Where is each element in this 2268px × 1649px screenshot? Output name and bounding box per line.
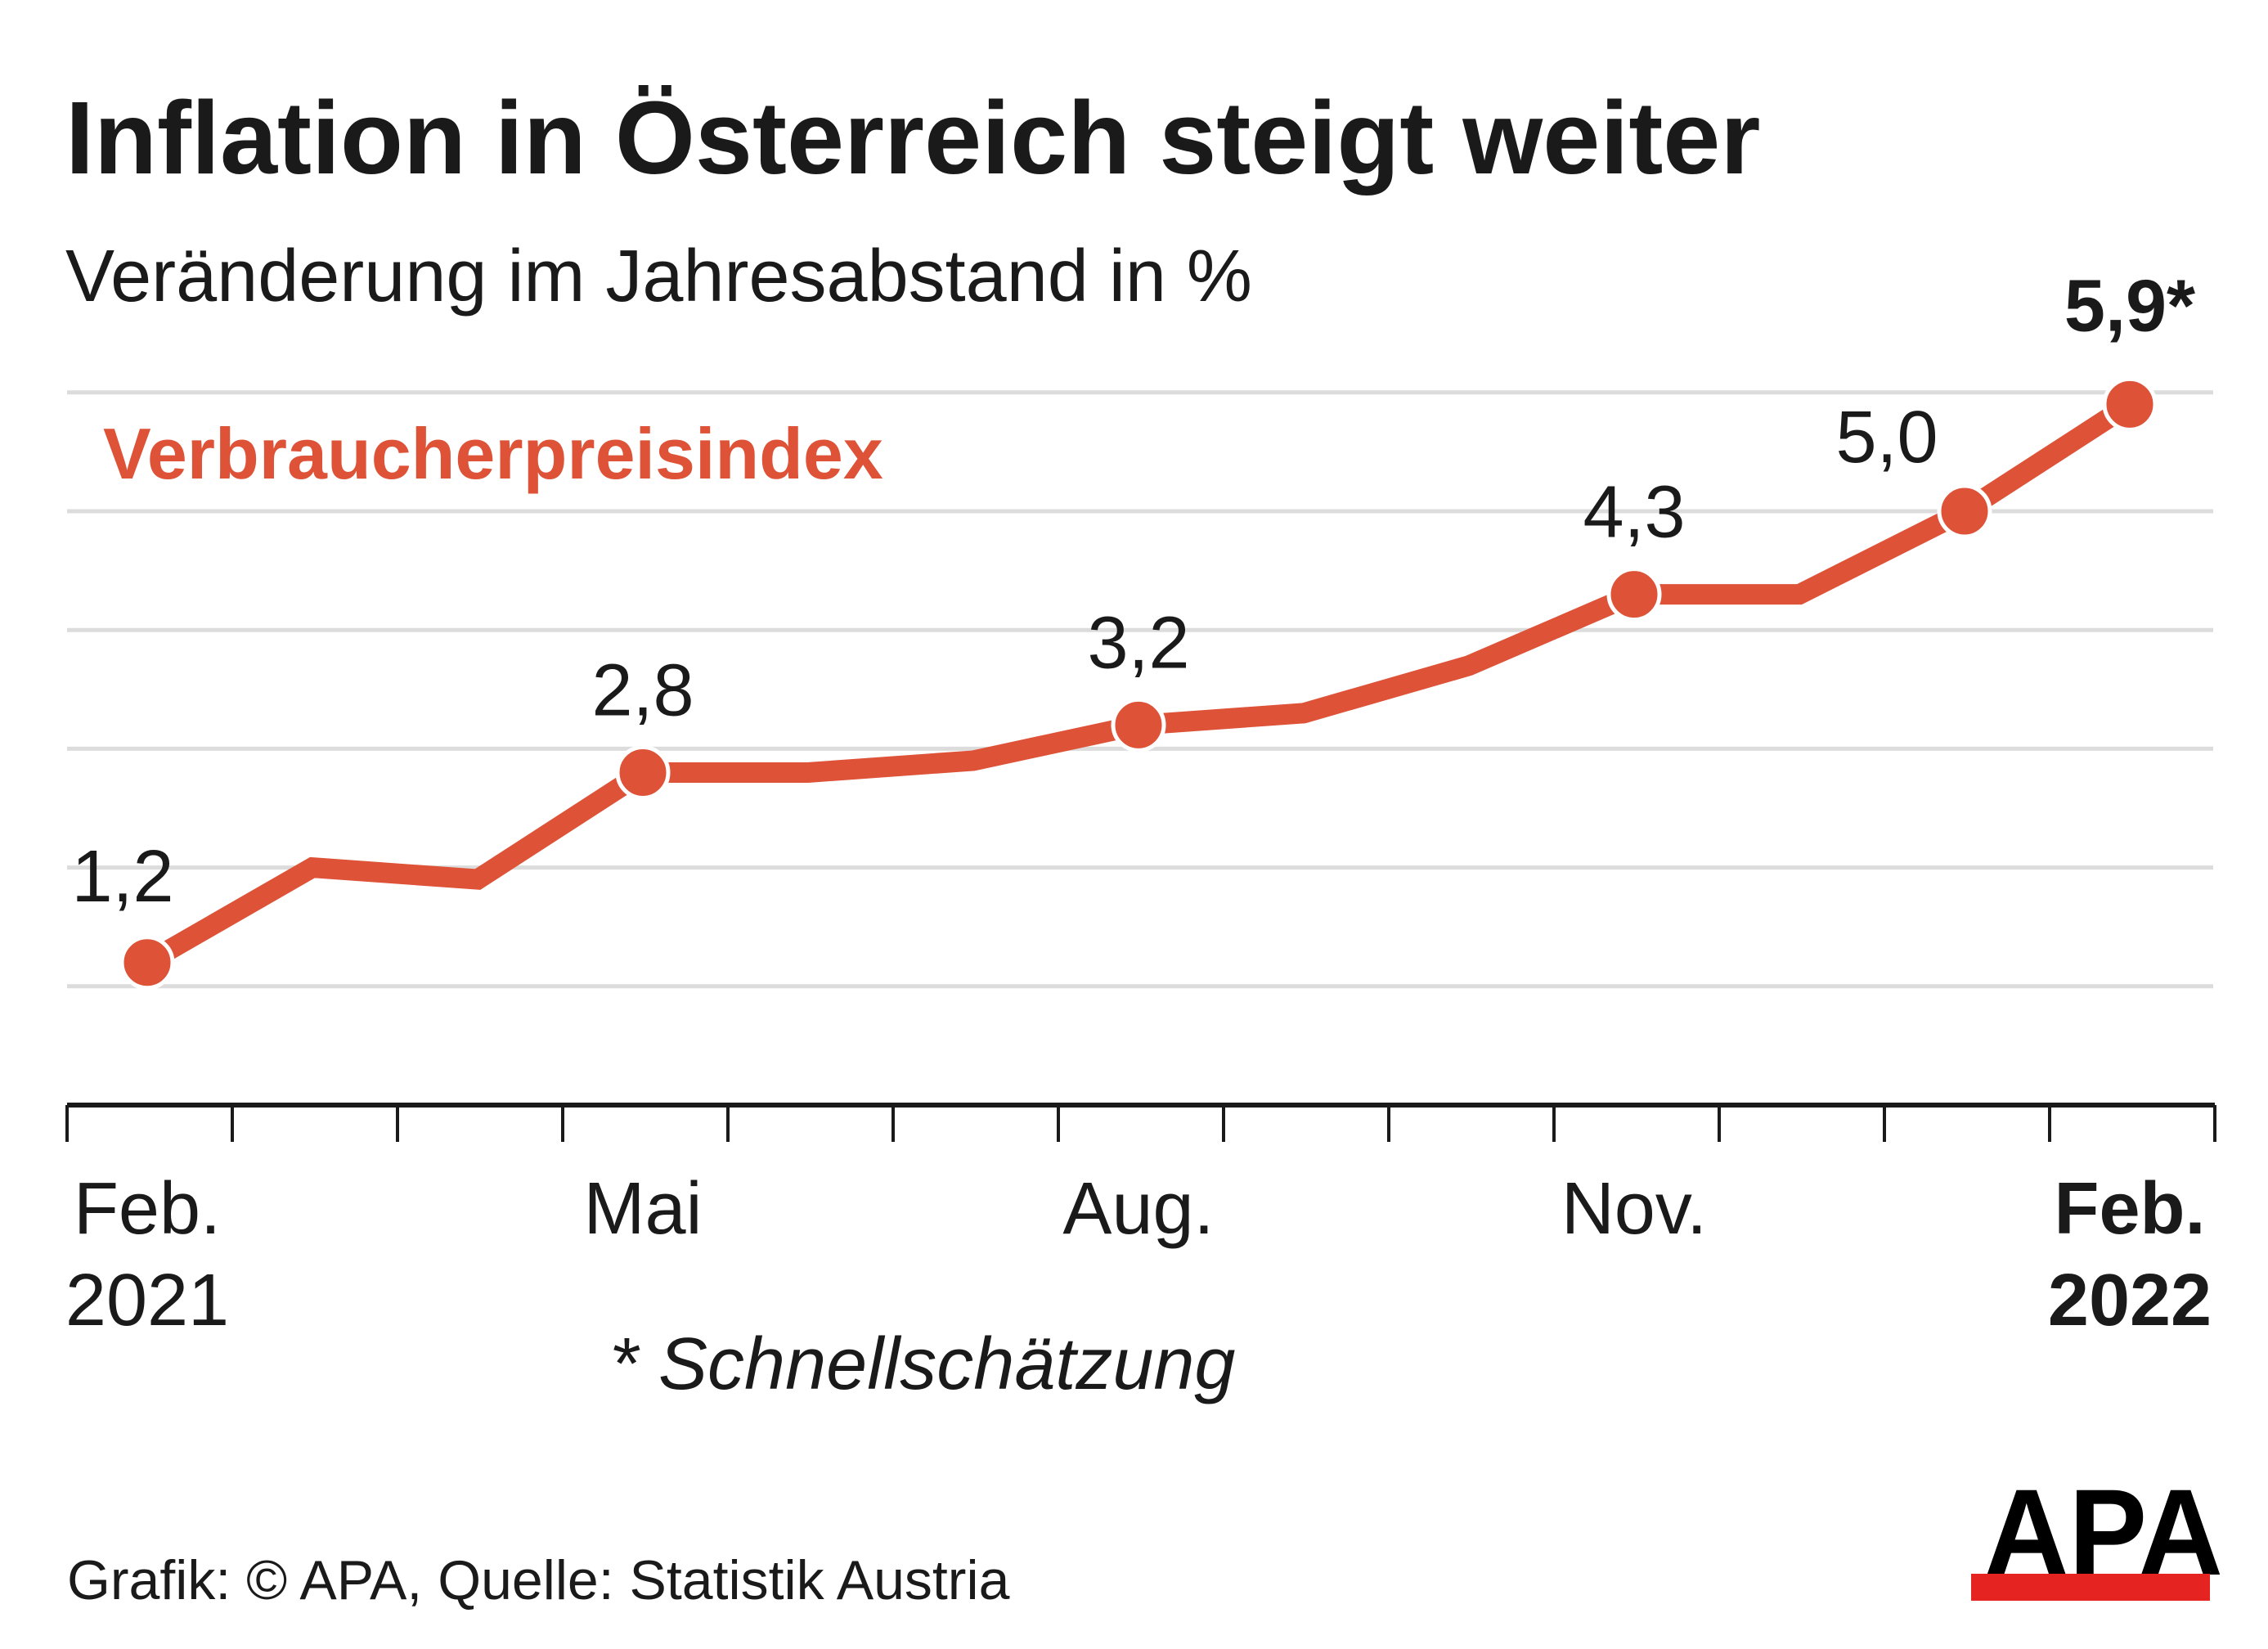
x-tick-label-month: Aug. [1062,1168,1214,1250]
data-label: 3,2 [1087,602,1189,684]
data-label: 5,9* [2064,265,2195,347]
data-label: 5,0 [1835,397,1938,479]
data-point-marker [1937,483,1992,539]
data-point-marker [1111,697,1166,753]
x-tick-label-year: 2021 [65,1260,229,1341]
data-point-marker [1606,567,1662,622]
x-tick-label-month: Nov. [1561,1168,1707,1250]
series-line [119,376,2158,991]
data-point-marker [119,935,175,991]
data-label: 1,2 [71,836,173,918]
data-label: 4,3 [1583,472,1685,554]
chart-subtitle: Veränderung im Jahresabstand in % [65,236,1252,317]
x-tick-labels: Feb. 2021 Mai Aug. Nov. Feb. 2022 [65,1168,2212,1341]
data-labels: 1,2 2,8 3,2 4,3 5,0 5,9* [71,265,2195,917]
x-tick-label-year: 2022 [2048,1260,2212,1341]
data-label: 2,8 [591,649,694,731]
x-tick-label-month: Feb. [2054,1168,2205,1250]
x-tick-label-month: Feb. [74,1168,221,1250]
footnote: * Schnellschätzung [609,1323,1235,1405]
data-point-marker [615,744,671,800]
apa-logo: APA [1971,1463,2223,1601]
source-credit: Grafik: © APA, Quelle: Statistik Austria [67,1549,1010,1611]
legend-series-label: Verbraucherpreisindex [103,413,883,494]
x-axis [65,1103,2216,1142]
data-point-marker [2102,376,2158,432]
x-tick-label-month: Mai [583,1168,702,1250]
apa-logo-bar [1971,1574,2210,1601]
chart-title: Inflation in Österreich steigt weiter [65,80,1760,195]
